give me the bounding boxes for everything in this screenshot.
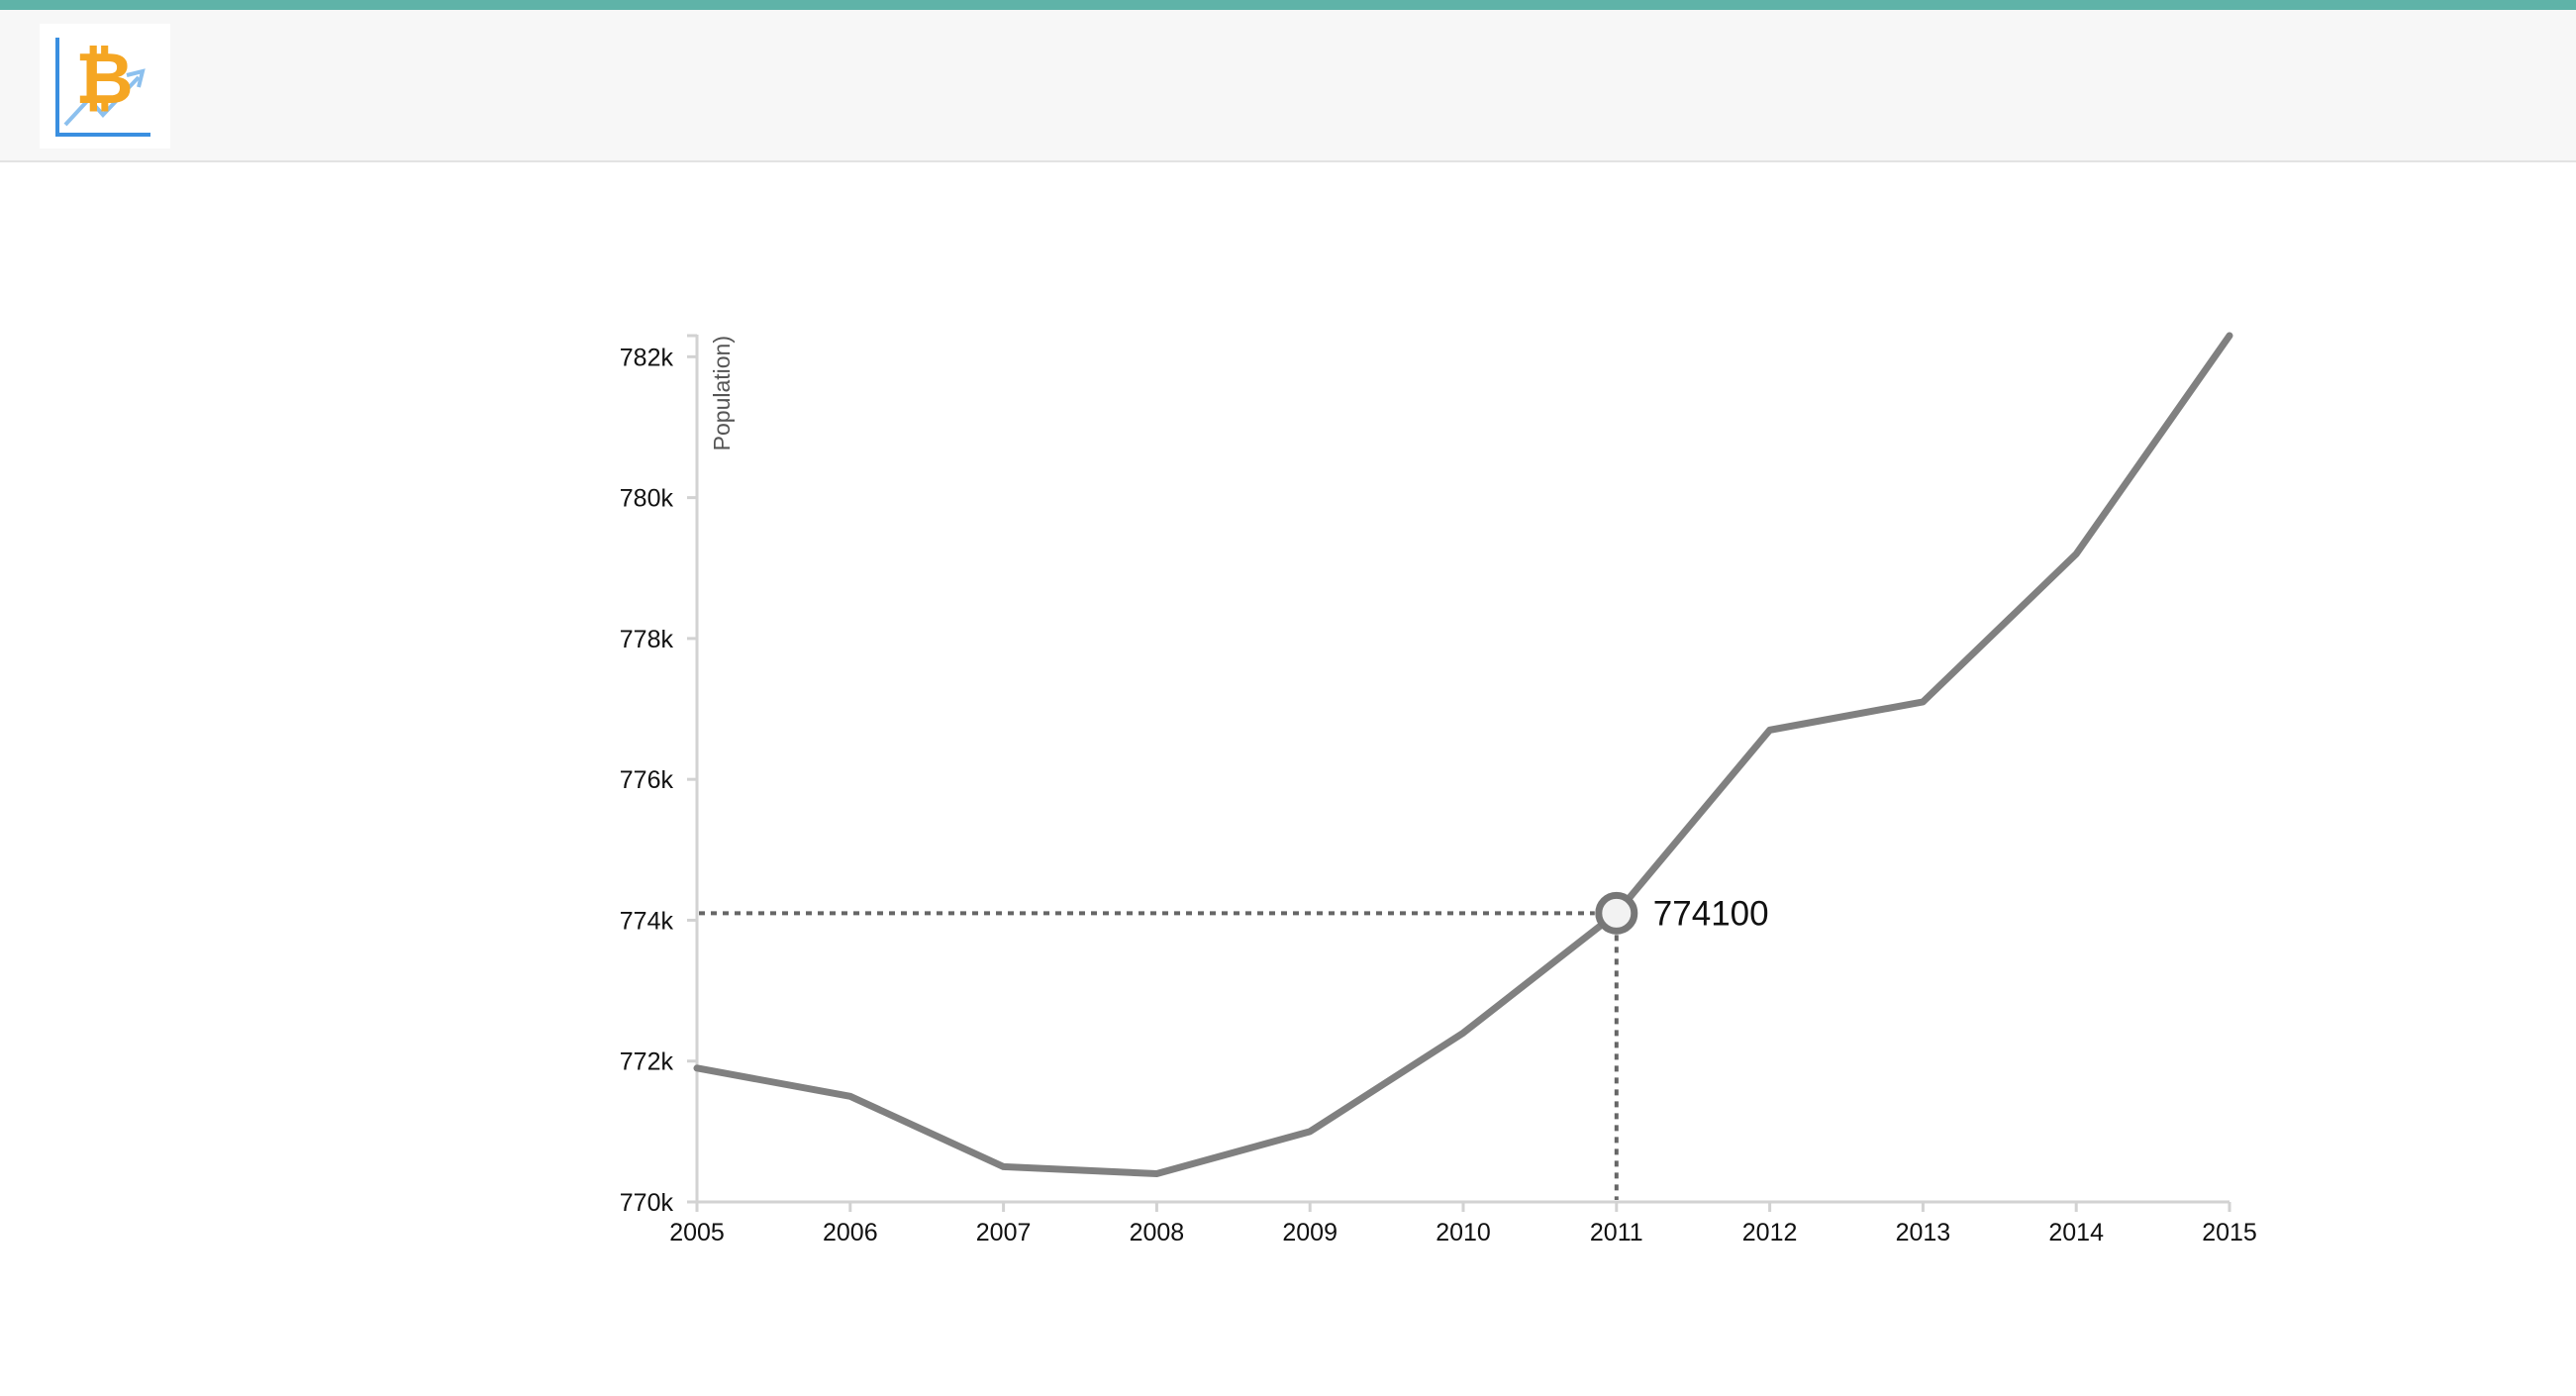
app-header: ₿ (0, 10, 2576, 162)
y-tick-label: 780k (620, 485, 674, 513)
data-point (694, 1065, 700, 1071)
x-tick-label: 2012 (1742, 1219, 1798, 1246)
data-point (1307, 1129, 1313, 1135)
data-point (1153, 1171, 1159, 1177)
data-point (1460, 1030, 1466, 1036)
svg-text:₿: ₿ (75, 37, 134, 120)
x-tick-label: 2008 (1130, 1219, 1185, 1246)
data-point (847, 1093, 853, 1099)
bitcoin-chart-logo-icon[interactable]: ₿ (40, 24, 170, 149)
x-tick-label: 2010 (1436, 1219, 1491, 1246)
y-tick-label: 776k (620, 766, 674, 794)
hover-value-label: 774100 (1653, 894, 1769, 933)
data-point (1920, 699, 1926, 705)
y-tick-label: 770k (620, 1189, 674, 1217)
top-accent-strip (0, 0, 2576, 10)
data-point (2073, 551, 2079, 557)
y-tick-label: 772k (620, 1048, 674, 1076)
x-tick-label: 2015 (2202, 1219, 2257, 1246)
y-tick-label: 774k (620, 907, 674, 935)
data-point (2227, 333, 2232, 339)
x-tick-label: 2005 (669, 1219, 725, 1246)
x-tick-label: 2009 (1282, 1219, 1338, 1246)
series-line (693, 332, 2233, 1178)
x-tick-label: 2014 (2048, 1219, 2104, 1246)
y-tick-label: 778k (620, 626, 674, 653)
x-tick-label: 2011 (1590, 1219, 1643, 1246)
hover-point-marker (1595, 891, 1638, 935)
x-tick-label: 2006 (823, 1219, 878, 1246)
y-axis-title: Population) (709, 336, 735, 450)
y-tick-label: 782k (620, 344, 674, 371)
x-tick-label: 2013 (1896, 1219, 1951, 1246)
x-tick-label: 2007 (976, 1219, 1032, 1246)
data-point (1767, 727, 1773, 733)
data-point (1001, 1163, 1007, 1169)
